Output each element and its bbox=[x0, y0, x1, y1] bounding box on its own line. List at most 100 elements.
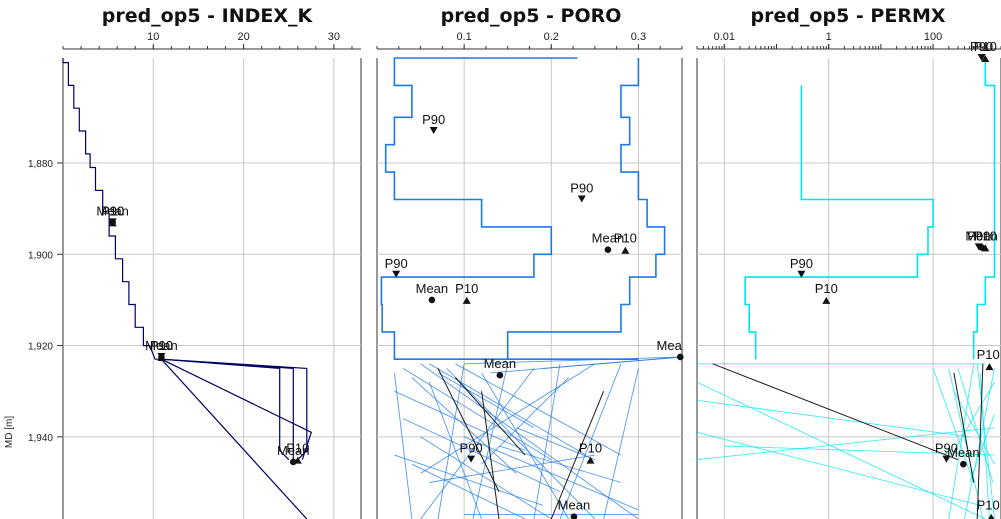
series-line-dark bbox=[976, 363, 984, 519]
marker-label: P90 bbox=[967, 228, 990, 243]
grid-lines bbox=[376, 58, 683, 519]
x-tick-label: 0.1 bbox=[456, 31, 471, 43]
marker-label: P90 bbox=[935, 441, 958, 456]
series-line-fan bbox=[932, 368, 975, 483]
mean-marker bbox=[109, 219, 116, 226]
p10-marker bbox=[621, 246, 630, 254]
series-layer bbox=[696, 58, 996, 519]
series-line-fan bbox=[969, 413, 995, 483]
series-line-fan bbox=[516, 427, 596, 461]
series-line-fan bbox=[429, 454, 595, 483]
series-line-main bbox=[161, 358, 313, 460]
marker-label: Mean bbox=[965, 228, 998, 243]
x-axis: 10 20 30 bbox=[62, 31, 361, 50]
series-line-boxes bbox=[972, 58, 996, 360]
marker-label: P10 bbox=[579, 441, 602, 456]
marker-label: P10 bbox=[977, 498, 1000, 513]
p90-marker bbox=[429, 127, 438, 135]
marker-label: P10 bbox=[974, 228, 997, 243]
p90-marker bbox=[577, 195, 586, 203]
mean-marker bbox=[604, 246, 612, 254]
series-line-fan bbox=[437, 372, 535, 429]
series-line-fan bbox=[463, 436, 639, 511]
series-line-fan bbox=[472, 363, 509, 519]
series-line-fan bbox=[394, 454, 543, 506]
series-line-fan bbox=[394, 390, 526, 451]
series-line-fan bbox=[464, 356, 683, 365]
marker-label: P90 bbox=[385, 256, 408, 271]
marker-label: Mean bbox=[947, 445, 980, 460]
grid-lines bbox=[62, 58, 362, 519]
series-layer bbox=[380, 57, 683, 519]
marker-label: Mean bbox=[145, 338, 178, 353]
mean-marker bbox=[158, 353, 165, 361]
marker-label: Mea bbox=[657, 338, 683, 353]
series-line-dark bbox=[953, 372, 975, 483]
p10-marker bbox=[462, 296, 471, 304]
marker-label: P90 bbox=[460, 441, 483, 456]
series-line-fan bbox=[696, 399, 970, 438]
y-tick-label: 1,900 bbox=[28, 250, 53, 261]
series-line-fan bbox=[724, 445, 995, 456]
series-line-fan bbox=[428, 381, 483, 519]
y-tick-label: 1,920 bbox=[28, 342, 53, 353]
marker-label: P10 bbox=[815, 281, 838, 296]
series-line-fan bbox=[420, 436, 552, 519]
series-line-boxes bbox=[506, 58, 666, 360]
marker-label: P10 bbox=[286, 441, 309, 456]
mean-marker bbox=[570, 513, 578, 519]
marker-label: P10 bbox=[614, 231, 637, 246]
series-line-fan bbox=[696, 427, 995, 461]
mean-marker bbox=[496, 371, 504, 379]
y-tick-label: 1,940 bbox=[28, 433, 53, 444]
series-line-fan bbox=[402, 368, 552, 461]
series-line-fan bbox=[411, 463, 526, 519]
x-tick-label: 100 bbox=[924, 31, 942, 43]
p90-marker bbox=[467, 455, 476, 463]
marker-label: P10 bbox=[101, 203, 124, 218]
series-line-dark bbox=[712, 363, 959, 461]
marker-label: P90 bbox=[570, 180, 593, 195]
series-line-fan bbox=[948, 363, 975, 519]
marker-label: P10 bbox=[455, 281, 478, 296]
x-tick-label: 10 bbox=[147, 31, 159, 43]
panel-poro: pred_op5 - PORO 0.1 0.2 0.3 P90P90P10MeanP… bbox=[376, 5, 684, 519]
p90-marker bbox=[797, 270, 806, 278]
series-line-fan bbox=[411, 377, 517, 474]
series-line-dark bbox=[550, 391, 605, 519]
y-axis: 1,880 1,900 1,920 1,940 bbox=[28, 159, 63, 444]
mean-marker bbox=[428, 296, 436, 304]
p10-marker bbox=[586, 456, 595, 464]
panel-index-k: pred_op5 - INDEX_K 10 20 30 1,880 1,900 1,92… bbox=[4, 5, 362, 519]
x-tick-label: 0.2 bbox=[544, 31, 559, 43]
series-line-fan bbox=[603, 368, 639, 519]
series-line-fan bbox=[420, 363, 596, 474]
marker-label: P10 bbox=[150, 338, 173, 353]
marker-label: P90 bbox=[150, 338, 173, 353]
series-line-fan bbox=[420, 368, 535, 519]
series-line-fan bbox=[957, 368, 994, 483]
p90-marker bbox=[942, 455, 951, 463]
chart-title: pred_op5 - PERMX bbox=[750, 5, 945, 27]
marker-label: P90 bbox=[422, 112, 445, 127]
panel-permx: pred_op5 - PERMX 0.01 1 100 P90P10P90P10Me… bbox=[696, 5, 1001, 519]
x-tick-label: 30 bbox=[328, 31, 340, 43]
series-line-fan bbox=[393, 372, 413, 519]
chart-title: pred_op5 - PORO bbox=[441, 5, 622, 27]
series-line-fan bbox=[420, 363, 639, 519]
x-axis: 0.01 1 100 bbox=[696, 31, 1001, 50]
x-tick-label: 0.01 bbox=[714, 31, 735, 43]
series-line-dark bbox=[455, 377, 526, 456]
marker-label: P10 bbox=[974, 39, 997, 54]
series-line-fan bbox=[498, 445, 622, 483]
marker-label: Mean bbox=[484, 356, 517, 371]
series-line-boxes bbox=[744, 85, 934, 360]
series-line-main bbox=[161, 358, 294, 460]
x-axis: 0.1 0.2 0.3 bbox=[376, 31, 683, 50]
marker-label: Mean bbox=[592, 231, 625, 246]
series-line-fan bbox=[696, 381, 986, 519]
